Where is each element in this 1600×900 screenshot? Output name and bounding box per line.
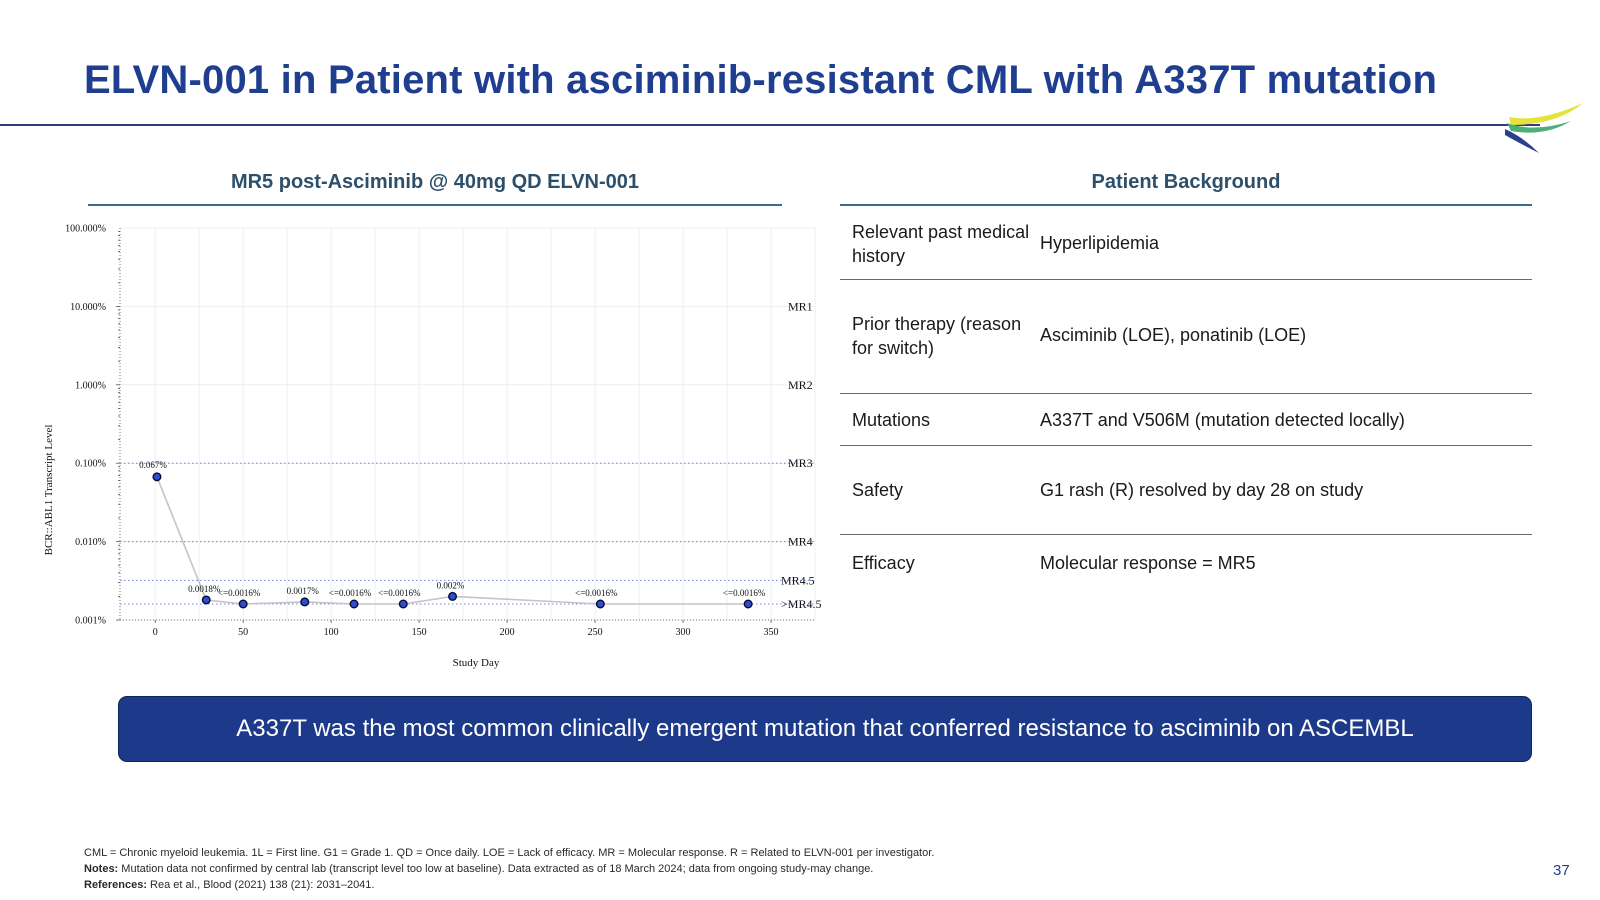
key-finding-callout: A337T was the most common clinically eme… <box>118 696 1532 762</box>
row-label: Relevant past medical history <box>852 222 1030 266</box>
y-tick-label: 1.000% <box>75 380 106 391</box>
chart-heading: MR5 post-Asciminib @ 40mg QD ELVN-001 <box>230 171 640 193</box>
chart-grid <box>120 227 816 621</box>
data-label: <=0.0016% <box>723 588 766 598</box>
row-label: Mutations <box>852 410 931 430</box>
y-tick-label: 10.000% <box>70 302 106 313</box>
references-text: Rea et al., Blood (2021) 138 (21): 2031–… <box>146 879 375 891</box>
table-row: Safety G1 rash (R) resolved by day 28 on… <box>840 446 1532 535</box>
data-point <box>300 597 310 607</box>
chart-heading-rule <box>88 204 782 206</box>
reference-label: MR3 <box>788 456 813 470</box>
y-tick-label: 0.010% <box>75 537 106 548</box>
reference-label: MR1 <box>788 299 813 313</box>
row-value: A337T and V506M (mutation detected local… <box>1040 410 1405 430</box>
data-label: <=0.0016% <box>575 588 618 598</box>
x-tick-label: 350 <box>764 627 779 638</box>
data-label: <=0.0016% <box>378 588 421 598</box>
footnotes: CML = Chronic myeloid leukemia. 1L = Fir… <box>84 845 934 893</box>
notes-label: Notes: <box>84 863 119 875</box>
data-label: 0.0018% <box>188 584 221 594</box>
notes-text: Mutation data not confirmed by central l… <box>118 863 874 875</box>
abbreviations-note: CML = Chronic myeloid leukemia. 1L = Fir… <box>84 847 935 859</box>
x-tick-label: 50 <box>238 627 248 638</box>
page-number: 37 <box>1553 862 1570 879</box>
reference-label: MR4.5 <box>781 573 815 587</box>
data-point <box>201 595 211 605</box>
data-label: <=0.0016% <box>218 588 261 598</box>
x-tick-label: 300 <box>676 627 691 638</box>
x-tick-label: 150 <box>412 627 427 638</box>
data-point <box>398 599 408 609</box>
y-axis-title: BCR::ABL1 Transcript Level <box>43 425 55 556</box>
y-tick-label: 0.001% <box>75 616 106 627</box>
x-tick-label: 200 <box>500 627 515 638</box>
row-label: Efficacy <box>852 553 915 573</box>
data-label: 0.067% <box>139 460 167 470</box>
transcript-series: 0.067%0.0018%<=0.0016% 0.0017% <=0.0016% <=… <box>139 460 766 609</box>
data-point <box>238 599 248 609</box>
table-row: Prior therapy (reason for switch) Ascimi… <box>840 280 1532 394</box>
data-point <box>448 591 458 601</box>
data-point <box>349 599 359 609</box>
table-row: Efficacy Molecular response = MR5 <box>840 535 1532 595</box>
x-tick-label: 100 <box>324 627 339 638</box>
x-tick-label: 0 <box>153 627 158 638</box>
notes-line: Notes: Mutation data not confirmed by ce… <box>84 861 934 877</box>
data-point <box>152 472 162 482</box>
data-label: <=0.0016% <box>329 588 372 598</box>
row-value: G1 rash (R) resolved by day 28 on study <box>1040 480 1364 500</box>
y-tick-label: 100.000% <box>65 224 106 235</box>
table-row: Relevant past medical history Hyperlipid… <box>840 218 1532 280</box>
background-heading: Patient Background <box>1091 171 1281 193</box>
company-logo-icon <box>1505 103 1583 153</box>
row-value: Asciminib (LOE), ponatinib (LOE) <box>1040 325 1307 345</box>
row-label: Safety <box>852 480 904 500</box>
reference-label: >MR4.5 <box>781 597 821 611</box>
reference-label: MR2 <box>788 378 813 392</box>
y-tick-label: 0.100% <box>75 459 106 470</box>
x-axis-title: Study Day <box>453 657 500 669</box>
data-label: 0.0017% <box>287 586 320 596</box>
data-point <box>743 599 753 609</box>
x-tick-label: 250 <box>588 627 603 638</box>
patient-background-table: Relevant past medical history Hyperlipid… <box>840 218 1532 595</box>
data-point <box>595 599 605 609</box>
reference-lines: MR1 MR2 MR3 MR4 MR4.5 >MR4.5 <box>120 299 821 611</box>
row-label: Prior therapy (reason for switch) <box>852 314 1022 358</box>
title-divider <box>0 124 1540 126</box>
reference-label: MR4 <box>788 535 813 549</box>
background-heading-rule <box>840 204 1532 206</box>
row-value: Molecular response = MR5 <box>1040 553 1256 573</box>
slide-title: ELVN-001 in Patient with asciminib-resis… <box>84 58 1438 102</box>
data-label: 0.002% <box>437 580 465 590</box>
row-value: Hyperlipidemia <box>1040 233 1160 253</box>
chart-axes: 100.000% 10.000% 1.000% 0.100% 0.010% 0.001% 0… <box>65 224 815 638</box>
references-line: References: Rea et al., Blood (2021) 138… <box>84 877 934 893</box>
table-row: Mutations A337T and V506M (mutation dete… <box>840 394 1532 446</box>
references-label: References: <box>84 879 147 891</box>
callout-text: A337T was the most common clinically eme… <box>236 715 1414 742</box>
